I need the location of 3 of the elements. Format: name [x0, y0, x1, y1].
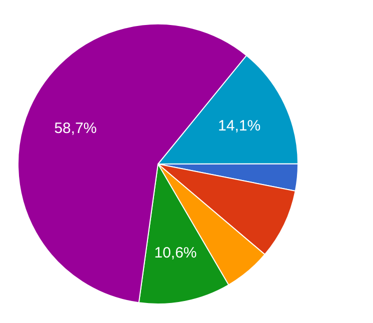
data-label: 10,6% [154, 244, 197, 262]
data-label: 14,1% [218, 117, 261, 134]
data-label: 58,7% [54, 120, 97, 138]
